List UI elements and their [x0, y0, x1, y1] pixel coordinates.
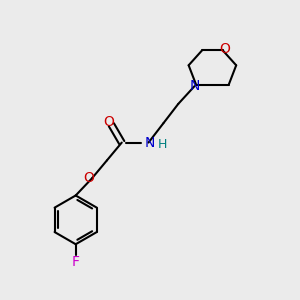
- Text: O: O: [103, 115, 114, 129]
- Text: F: F: [72, 255, 80, 269]
- Text: N: N: [189, 79, 200, 93]
- Text: N: N: [145, 136, 155, 150]
- Text: O: O: [219, 42, 230, 56]
- Text: H: H: [158, 138, 167, 151]
- Text: O: O: [84, 171, 94, 185]
